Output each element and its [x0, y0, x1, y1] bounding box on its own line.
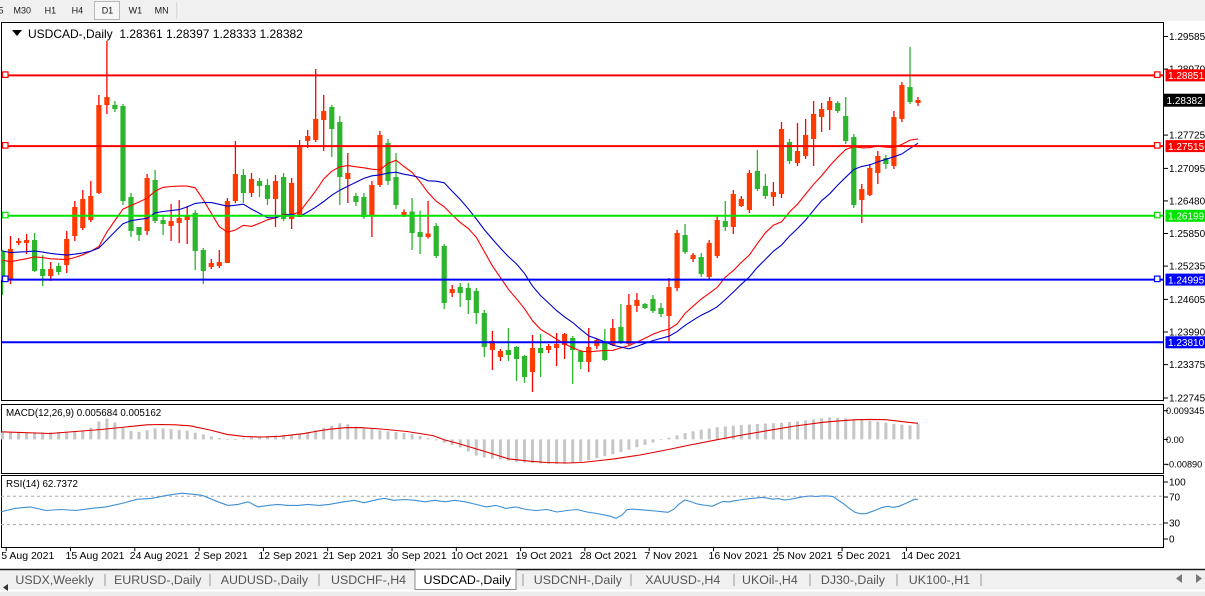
svg-text:H1: H1	[45, 6, 57, 16]
svg-text:D1: D1	[102, 6, 114, 16]
svg-text:1.26199: 1.26199	[1168, 212, 1205, 223]
svg-text:1.24995: 1.24995	[1168, 275, 1205, 286]
svg-text:5 Aug 2021: 5 Aug 2021	[1, 550, 54, 562]
svg-text:USDCNH-,Daily: USDCNH-,Daily	[534, 573, 623, 587]
svg-text:-0.00890: -0.00890	[1166, 460, 1202, 470]
svg-text:0: 0	[1169, 535, 1175, 546]
svg-text:1.23375: 1.23375	[1169, 360, 1205, 371]
svg-text:21 Sep 2021: 21 Sep 2021	[323, 550, 383, 562]
svg-text:UK100-,H1: UK100-,H1	[909, 573, 970, 587]
svg-text:14 Dec 2021: 14 Dec 2021	[901, 550, 961, 562]
svg-text:2 Sep 2021: 2 Sep 2021	[194, 550, 248, 562]
svg-text:1.28382: 1.28382	[1167, 96, 1204, 107]
svg-text:1.24605: 1.24605	[1169, 295, 1205, 306]
svg-text:5 Dec 2021: 5 Dec 2021	[837, 550, 891, 562]
svg-text:100: 100	[1169, 478, 1186, 489]
svg-text:AUDUSD-,Daily: AUDUSD-,Daily	[221, 573, 309, 587]
svg-text:1.25850: 1.25850	[1169, 229, 1205, 240]
svg-text:USDX,Weekly: USDX,Weekly	[15, 573, 94, 587]
svg-text:MACD(12,26,9) 0.005684 0.00516: MACD(12,26,9) 0.005684 0.005162	[6, 408, 161, 419]
svg-text:1.26480: 1.26480	[1169, 197, 1205, 208]
svg-text:25 Nov 2021: 25 Nov 2021	[773, 550, 833, 562]
svg-text:USDCHF-,H4: USDCHF-,H4	[331, 573, 406, 587]
svg-text:1.27725: 1.27725	[1169, 131, 1205, 142]
svg-text:M30: M30	[14, 6, 32, 16]
svg-text:1.22745: 1.22745	[1169, 394, 1205, 405]
svg-text:16 Nov 2021: 16 Nov 2021	[709, 550, 769, 562]
svg-text:24 Aug 2021: 24 Aug 2021	[130, 550, 189, 562]
svg-text:1.29585: 1.29585	[1169, 32, 1205, 43]
svg-text:10 Oct 2021: 10 Oct 2021	[451, 550, 508, 562]
svg-text:5: 5	[0, 6, 4, 16]
svg-text:30 Sep 2021: 30 Sep 2021	[387, 550, 447, 562]
svg-text:USDCAD-,Daily: USDCAD-,Daily	[424, 573, 512, 587]
svg-text:W1: W1	[129, 6, 143, 16]
svg-text:DJ30-,Daily: DJ30-,Daily	[821, 573, 886, 587]
svg-text:0.00: 0.00	[1166, 435, 1184, 445]
svg-text:7 Nov 2021: 7 Nov 2021	[644, 550, 698, 562]
svg-text:19 Oct 2021: 19 Oct 2021	[516, 550, 573, 562]
svg-text:30: 30	[1169, 519, 1181, 530]
svg-text:28 Oct 2021: 28 Oct 2021	[580, 550, 637, 562]
svg-text:12 Sep 2021: 12 Sep 2021	[258, 550, 318, 562]
svg-text:EURUSD-,Daily: EURUSD-,Daily	[114, 573, 202, 587]
svg-text:USDCAD-,Daily 1.28361 1.28397: USDCAD-,Daily 1.28361 1.28397 1.28333 1.…	[28, 27, 303, 41]
svg-text:70: 70	[1169, 493, 1181, 504]
svg-text:1.25235: 1.25235	[1169, 262, 1205, 273]
svg-text:H4: H4	[72, 6, 84, 16]
svg-text:1.27515: 1.27515	[1168, 142, 1205, 153]
svg-text:1.23810: 1.23810	[1168, 338, 1205, 349]
svg-text:1.28851: 1.28851	[1168, 71, 1205, 82]
svg-text:MN: MN	[155, 6, 169, 16]
svg-text:1.27095: 1.27095	[1169, 164, 1205, 175]
svg-text:XAUUSD-,H4: XAUUSD-,H4	[645, 573, 720, 587]
svg-text:UKOil-,H4: UKOil-,H4	[742, 573, 798, 587]
svg-text:RSI(14) 62.7372: RSI(14) 62.7372	[6, 479, 78, 490]
svg-text:0.009345: 0.009345	[1166, 406, 1204, 416]
svg-text:1.23990: 1.23990	[1169, 328, 1205, 339]
svg-text:15 Aug 2021: 15 Aug 2021	[66, 550, 125, 562]
